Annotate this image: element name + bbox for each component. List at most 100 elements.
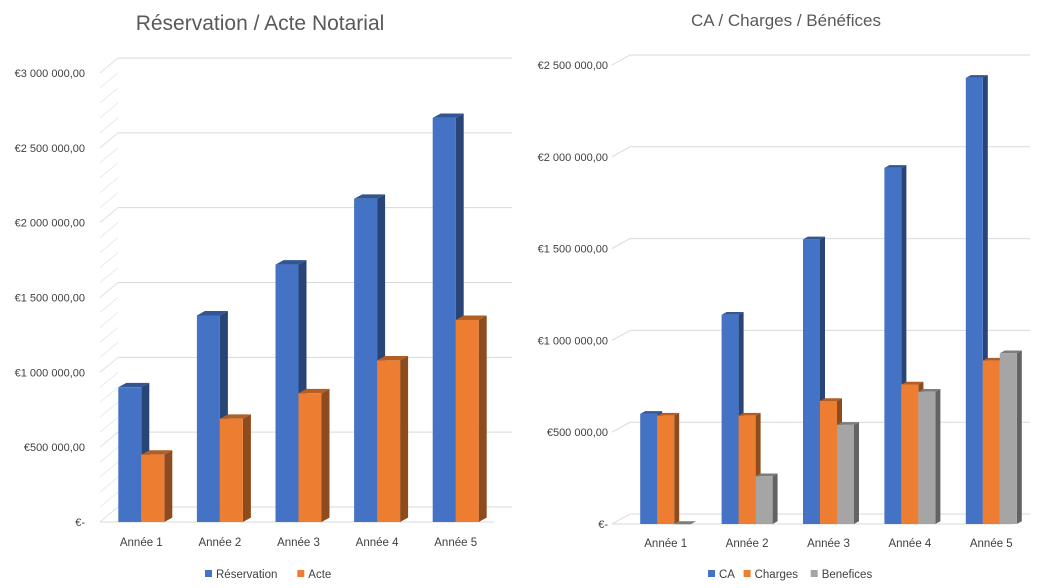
bar-side — [935, 389, 941, 524]
x-category-label: Année 1 — [120, 537, 163, 549]
gridline-depth — [611, 238, 631, 250]
legend-swatch — [810, 570, 818, 577]
bar-top — [901, 381, 924, 385]
x-category-label: Année 4 — [888, 538, 931, 550]
gridline-minor — [99, 357, 119, 373]
gridline-depth — [611, 421, 631, 433]
x-category-label: Année 3 — [277, 537, 320, 549]
bar-front — [965, 77, 983, 525]
y-tick-label: €2 000 000,00 — [15, 218, 85, 230]
bar-top — [738, 412, 761, 416]
gridline-minor — [99, 431, 119, 448]
gridline-minor — [99, 252, 119, 268]
gridline-minor — [99, 282, 119, 298]
y-tick-label: €1 500 000,00 — [15, 293, 85, 305]
bar-top — [141, 450, 173, 455]
gridline-minor — [99, 162, 119, 179]
gridline-minor — [99, 327, 119, 343]
y-tick-label: €500 000,00 — [24, 442, 85, 454]
x-category-label: Année 3 — [807, 538, 850, 550]
gridline-minor — [99, 222, 119, 238]
bar-front — [738, 415, 756, 524]
bar-top — [196, 311, 228, 316]
bar-top — [219, 414, 251, 419]
legend-label: Charges — [755, 569, 799, 581]
legend-item-charges: Charges — [743, 569, 799, 581]
legend-item-reservation: Réservation — [205, 569, 277, 581]
bar-top — [918, 389, 941, 392]
gridline-minor — [99, 297, 119, 313]
x-category-label: Année 4 — [356, 537, 399, 549]
gridline-minor — [99, 506, 119, 523]
bar-acte-4 — [377, 355, 409, 522]
bar-front — [657, 415, 675, 524]
legend-item-acte: Acte — [297, 569, 331, 581]
bar-top — [455, 315, 487, 320]
legend-swatch — [297, 570, 305, 577]
y-tick-label: €1 000 000,00 — [538, 335, 608, 347]
bar-front — [275, 264, 299, 522]
bar-top — [118, 382, 150, 388]
bar-front — [118, 387, 142, 522]
legend-label: Benefices — [822, 569, 873, 581]
chart-ca-charges-benefices: CA / Charges / Bénéfices €- €500 000,00 €1 … — [520, 0, 1043, 588]
bar-front — [196, 315, 220, 522]
gridline-minor — [99, 312, 119, 328]
gridline-minor — [99, 446, 119, 463]
legend-label: CA — [719, 569, 735, 581]
bar-front — [837, 424, 854, 524]
x-category-label: Année 1 — [644, 538, 687, 550]
bar-front — [918, 391, 936, 524]
legend-swatch — [205, 570, 212, 577]
y-tick-label: €1 000 000,00 — [15, 367, 85, 379]
gridline-minor — [99, 72, 119, 89]
bar-front — [755, 476, 773, 524]
bar-front — [982, 360, 1000, 524]
gridline-depth — [611, 146, 631, 158]
y-tick-label: €1 500 000,00 — [538, 244, 608, 256]
bar-side — [1016, 350, 1022, 524]
x-category-label: Année 2 — [726, 538, 769, 550]
legend-label: Réservation — [216, 569, 277, 581]
bar-side — [321, 388, 330, 522]
bar-top — [820, 398, 842, 401]
gridline-minor — [99, 386, 119, 403]
gridline-minor — [99, 102, 119, 119]
chart1-title: Réservation / Acte Notarial — [136, 12, 385, 35]
bar-charges-1 — [657, 412, 680, 524]
bar-front — [674, 524, 692, 525]
bar-benefices-3 — [837, 422, 859, 524]
bar-front — [884, 167, 902, 525]
gridline-minor — [99, 132, 119, 149]
bar-benefices-4 — [918, 389, 941, 524]
bar-top — [275, 260, 307, 265]
bar-top — [674, 521, 697, 524]
chart-ca-charges-benefices-svg: CA / Charges / Bénéfices €- €500 000,00 €1 … — [538, 11, 1030, 581]
chart1-gridlines — [99, 57, 512, 523]
y-tick-label: €500 000,00 — [547, 427, 608, 439]
y-tick-label: €2 500 000,00 — [538, 60, 608, 72]
bar-top — [432, 113, 464, 118]
gridline-depth — [611, 329, 631, 341]
bar-top — [982, 357, 1005, 361]
gridline-minor — [99, 416, 119, 433]
x-category-label: Année 5 — [434, 537, 477, 549]
legend-label: Acte — [308, 569, 331, 581]
gridline-minor — [99, 177, 119, 194]
y-tick-label: €2 500 000,00 — [15, 143, 85, 155]
bar-side — [242, 414, 251, 522]
gridline-depth — [611, 513, 631, 525]
gridline-minor — [99, 87, 119, 104]
bar-front — [640, 413, 658, 524]
gridline-minor — [99, 147, 119, 164]
bar-benefices-5 — [999, 350, 1022, 524]
bar-side — [400, 355, 409, 522]
chart-reservation-acte: Réservation / Acte Notarial €- €500 000,00… — [0, 0, 520, 588]
bar-front — [721, 314, 739, 524]
gridline-minor — [99, 57, 119, 74]
bar-top — [884, 165, 907, 168]
bar-front — [298, 393, 322, 522]
gridline-minor — [99, 192, 119, 209]
y-tick-label: €- — [598, 519, 608, 531]
y-tick-label: €3 000 000,00 — [15, 68, 85, 80]
